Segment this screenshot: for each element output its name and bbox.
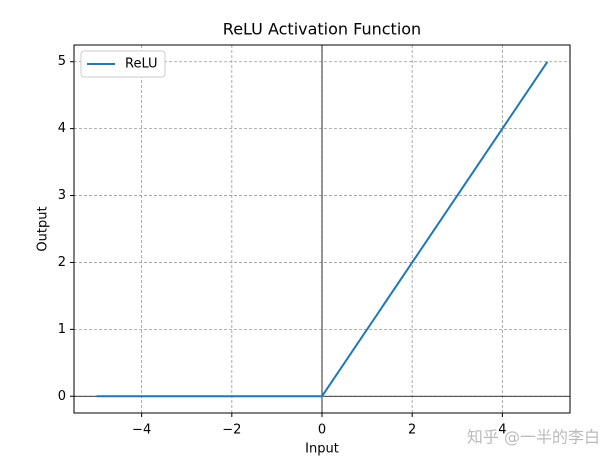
y-tick-label: 5	[58, 54, 66, 69]
legend-box	[80, 50, 166, 78]
line	[96, 61, 549, 398]
legend-label: ReLU	[125, 57, 158, 72]
watermark: 知乎 @一半的李白	[467, 428, 600, 447]
x-tick-label: 0	[318, 423, 326, 438]
x-tick-label: 2	[408, 423, 416, 438]
chart-title: ReLU Activation Function	[223, 20, 421, 39]
y-tick-label: 1	[58, 322, 66, 337]
plot-frame	[73, 44, 571, 414]
y-tick-label: 2	[58, 255, 66, 270]
x-axis-label: Input	[305, 442, 339, 457]
y-tick-label: 3	[58, 188, 66, 203]
y-tick-label: 0	[58, 389, 66, 404]
x-tick-label: −2	[222, 423, 241, 438]
y-axis-label: Output	[36, 206, 51, 251]
x-tick-label: −4	[132, 423, 151, 438]
y-tick-label: 4	[58, 121, 66, 136]
x-tick-label: 4	[498, 423, 506, 438]
